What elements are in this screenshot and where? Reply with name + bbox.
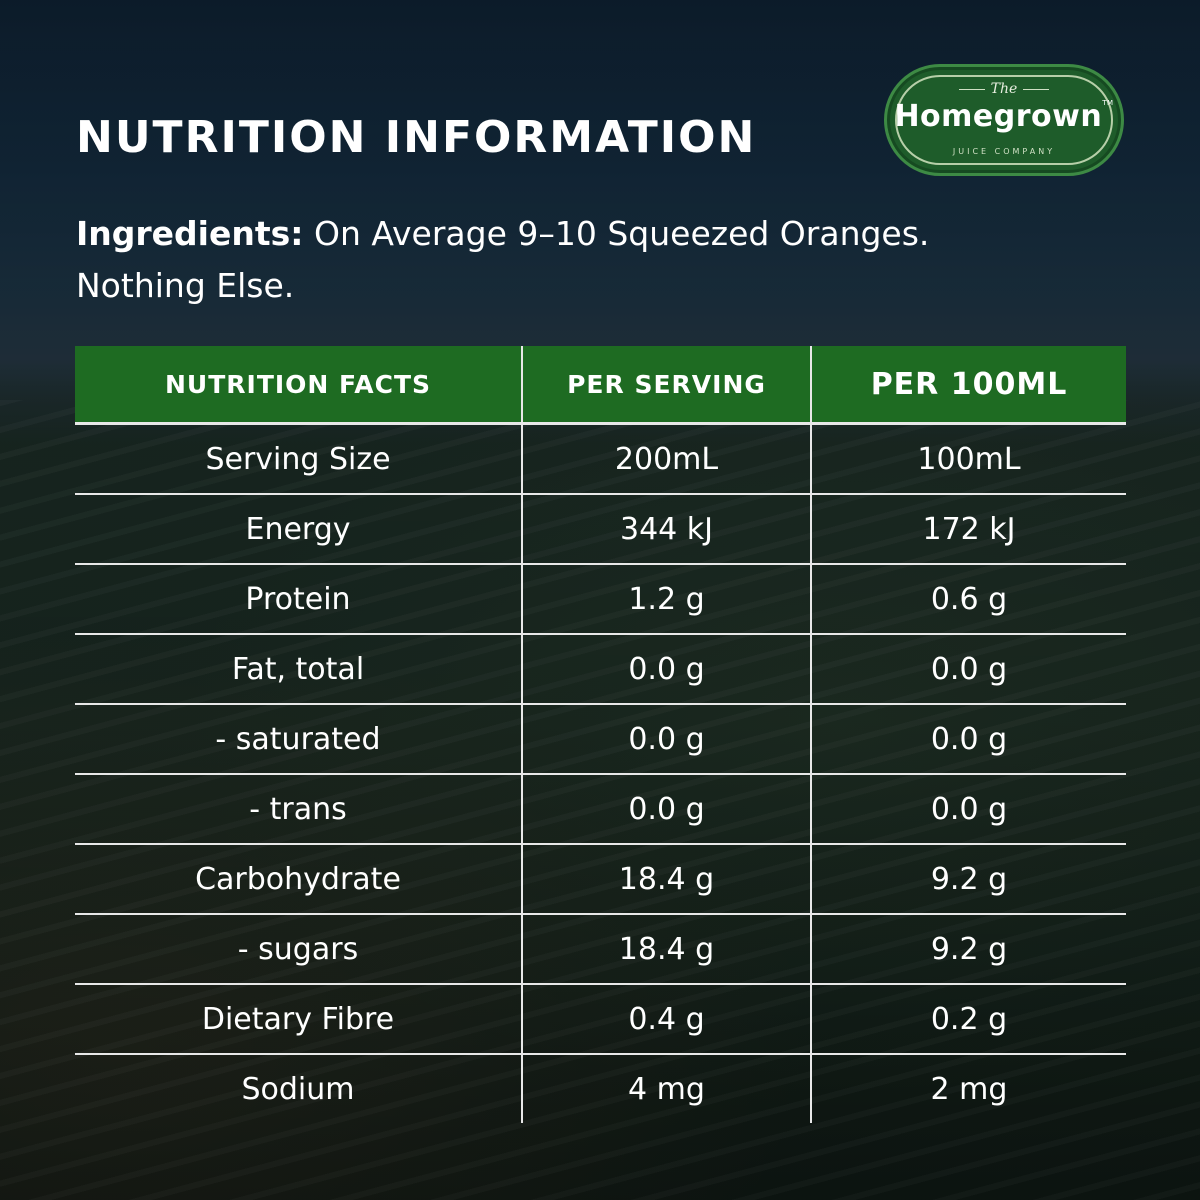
page-title: NUTRITION INFORMATION	[76, 112, 757, 163]
per-100ml-value: 0.0 g	[810, 774, 1126, 845]
logo-trademark: TM	[1102, 99, 1114, 107]
logo-name-text: Homegrown	[894, 99, 1103, 134]
per-100ml-value: 0.0 g	[810, 634, 1126, 705]
per-serving-value: 0.4 g	[521, 984, 811, 1055]
row-label: Serving Size	[75, 423, 522, 495]
row-label: - saturated	[75, 704, 522, 775]
ingredients-text: On Average 9–10 Squeezed Oranges.	[303, 214, 930, 253]
table-row: - trans 0.0 g 0.0 g	[75, 774, 1126, 845]
per-serving-value: 344 kJ	[521, 494, 811, 565]
row-label: - trans	[75, 774, 522, 845]
table-row: - sugars 18.4 g 9.2 g	[75, 914, 1126, 985]
header-per-serving: PER SERVING	[521, 346, 811, 425]
logo-the: The	[887, 81, 1121, 97]
per-100ml-value: 0.2 g	[810, 984, 1126, 1055]
row-label: Protein	[75, 564, 522, 635]
logo-border	[895, 75, 1113, 165]
nutrition-table: NUTRITION FACTS PER SERVING PER 100ML Se…	[75, 346, 1126, 1123]
row-label: Fat, total	[75, 634, 522, 705]
ingredients-label: Ingredients:	[76, 214, 304, 253]
header-per-100ml: PER 100ML	[810, 346, 1126, 425]
logo-subtitle: JUICE COMPANY	[952, 147, 1056, 156]
per-100ml-value: 9.2 g	[810, 844, 1126, 915]
ingredients-text-2: Nothing Else.	[76, 266, 295, 305]
homegrown-logo: The HomegrownTM JUICE COMPANY	[884, 64, 1124, 176]
per-100ml-value: 172 kJ	[810, 494, 1126, 565]
per-serving-value: 0.0 g	[521, 704, 811, 775]
table-row: Protein 1.2 g 0.6 g	[75, 564, 1126, 635]
per-100ml-value: 2 mg	[810, 1054, 1126, 1123]
row-label: Carbohydrate	[75, 844, 522, 915]
row-label: Energy	[75, 494, 522, 565]
ingredients: Ingredients: On Average 9–10 Squeezed Or…	[76, 208, 1116, 312]
per-100ml-value: 0.0 g	[810, 704, 1126, 775]
per-serving-value: 18.4 g	[521, 844, 811, 915]
table-row: Dietary Fibre 0.4 g 0.2 g	[75, 984, 1126, 1055]
per-serving-value: 4 mg	[521, 1054, 811, 1123]
table-row: Energy 344 kJ 172 kJ	[75, 494, 1126, 565]
per-100ml-value: 100mL	[810, 423, 1126, 495]
row-label: Dietary Fibre	[75, 984, 522, 1055]
header-nutrition-facts: NUTRITION FACTS	[75, 346, 522, 425]
table-header-row: NUTRITION FACTS PER SERVING PER 100ML	[75, 346, 1126, 425]
row-label: - sugars	[75, 914, 522, 985]
table-row: Carbohydrate 18.4 g 9.2 g	[75, 844, 1126, 915]
per-100ml-value: 9.2 g	[810, 914, 1126, 985]
per-serving-value: 1.2 g	[521, 564, 811, 635]
table-row: Fat, total 0.0 g 0.0 g	[75, 634, 1126, 705]
per-serving-value: 18.4 g	[521, 914, 811, 985]
table-row: - saturated 0.0 g 0.0 g	[75, 704, 1126, 775]
per-serving-value: 200mL	[521, 423, 811, 495]
row-label: Sodium	[241, 1071, 355, 1107]
table-row: Serving Size 200mL 100mL	[75, 423, 1126, 495]
per-serving-value: 0.0 g	[521, 634, 811, 705]
logo-name: HomegrownTM	[887, 99, 1121, 134]
table-row: Sodium 4 mg 2 mg	[75, 1054, 1126, 1123]
per-100ml-value: 0.6 g	[810, 564, 1126, 635]
per-serving-value: 0.0 g	[521, 774, 811, 845]
